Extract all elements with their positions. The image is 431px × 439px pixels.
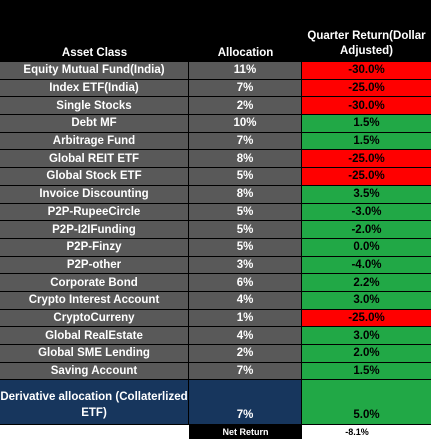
return-cell: -30.0% xyxy=(302,97,431,116)
return-cell: 1.5% xyxy=(302,115,431,133)
asset-name-cell: Saving Account xyxy=(0,362,189,381)
allocation-cell: 2% xyxy=(189,97,302,116)
asset-name-cell: P2P-other xyxy=(0,256,189,275)
net-return-label: Net Return xyxy=(189,425,302,439)
return-cell: 1.5% xyxy=(302,132,431,151)
table-row: P2P-other 3% -4.0% xyxy=(0,256,431,275)
return-cell: 2.0% xyxy=(302,345,431,363)
table-row: Index ETF(India) 7% -25.0% xyxy=(0,79,431,98)
asset-name-cell: Equity Mutual Fund(India) xyxy=(0,62,189,80)
asset-name-cell: P2P-Finzy xyxy=(0,238,189,257)
table-row: Saving Account 7% 1.5% xyxy=(0,362,431,381)
allocation-cell: 7% xyxy=(189,79,302,98)
asset-name-cell: P2P-RupeeCircle xyxy=(0,203,189,222)
allocation-cell: 5% xyxy=(189,221,302,239)
asset-name-cell: Corporate Bond xyxy=(0,274,189,292)
asset-name-cell: Global SME Lending xyxy=(0,345,189,363)
allocation-cell: 4% xyxy=(189,291,302,310)
net-return-value: -8.1% xyxy=(302,425,412,439)
table-row: CryptoCurreny 1% -25.0% xyxy=(0,309,431,328)
asset-name-cell: Arbitrage Fund xyxy=(0,132,189,151)
table-row: Corporate Bond 6% 2.2% xyxy=(0,274,431,292)
return-cell: 3.0% xyxy=(302,327,431,345)
allocation-cell: 11% xyxy=(189,62,302,80)
table-row: Single Stocks 2% -30.0% xyxy=(0,97,431,116)
asset-name-cell: Global REIT ETF xyxy=(0,150,189,169)
derivative-row: Derivative allocation (Collaterlized ETF… xyxy=(0,380,431,426)
allocation-cell: 1% xyxy=(189,309,302,328)
asset-name-cell: Debt MF xyxy=(0,115,189,133)
derivative-return: 5.0% xyxy=(302,380,431,426)
asset-name-cell: Global Stock ETF xyxy=(0,168,189,186)
header-allocation: Allocation xyxy=(189,0,302,62)
return-cell: 2.2% xyxy=(302,274,431,292)
header-quarter-return: Quarter Return(Dollar Adjusted) xyxy=(302,0,431,62)
table-row: Invoice Discounting 8% 3.5% xyxy=(0,185,431,204)
allocation-cell: 4% xyxy=(189,327,302,345)
allocation-cell: 10% xyxy=(189,115,302,133)
net-return-spacer xyxy=(0,425,189,439)
return-cell: -30.0% xyxy=(302,62,431,80)
allocation-cell: 7% xyxy=(189,362,302,381)
return-cell: -25.0% xyxy=(302,150,431,169)
allocation-cell: 5% xyxy=(189,238,302,257)
table-body: Equity Mutual Fund(India) 11% -30.0% Index … xyxy=(0,62,431,381)
allocation-cell: 6% xyxy=(189,274,302,292)
asset-name-cell: Single Stocks xyxy=(0,97,189,116)
return-cell: 0.0% xyxy=(302,238,431,257)
table-row: Arbitrage Fund 7% 1.5% xyxy=(0,132,431,151)
table-row: Global SME Lending 2% 2.0% xyxy=(0,345,431,363)
return-cell: -2.0% xyxy=(302,221,431,239)
return-cell: 1.5% xyxy=(302,362,431,381)
allocation-cell: 8% xyxy=(189,185,302,204)
return-cell: -3.0% xyxy=(302,203,431,222)
return-cell: -25.0% xyxy=(302,79,431,98)
asset-name-cell: P2P-I2IFunding xyxy=(0,221,189,239)
return-cell: -25.0% xyxy=(302,309,431,328)
return-cell: 3.5% xyxy=(302,185,431,204)
allocation-cell: 8% xyxy=(189,150,302,169)
return-cell: -25.0% xyxy=(302,168,431,186)
asset-name-cell: Global RealEstate xyxy=(0,327,189,345)
asset-name-cell: Index ETF(India) xyxy=(0,79,189,98)
allocation-cell: 3% xyxy=(189,256,302,275)
allocation-cell: 2% xyxy=(189,345,302,363)
asset-name-cell: Crypto Interest Account xyxy=(0,291,189,310)
allocation-cell: 5% xyxy=(189,203,302,222)
table-row: Global RealEstate 4% 3.0% xyxy=(0,327,431,345)
table-row: Global Stock ETF 5% -25.0% xyxy=(0,168,431,186)
derivative-allocation: 7% xyxy=(189,380,302,426)
asset-name-cell: Invoice Discounting xyxy=(0,185,189,204)
derivative-name: Derivative allocation (Collaterlized ETF… xyxy=(0,380,189,426)
net-return-row: Net Return -8.1% xyxy=(0,425,431,439)
table-row: Debt MF 10% 1.5% xyxy=(0,115,431,133)
allocation-cell: 7% xyxy=(189,132,302,151)
header-asset-class: Asset Class xyxy=(0,0,189,62)
return-cell: 3.0% xyxy=(302,291,431,310)
table-row: Global REIT ETF 8% -25.0% xyxy=(0,150,431,169)
return-cell: -4.0% xyxy=(302,256,431,275)
table-row: P2P-Finzy 5% 0.0% xyxy=(0,238,431,257)
allocation-cell: 5% xyxy=(189,168,302,186)
asset-name-cell: CryptoCurreny xyxy=(0,309,189,328)
table-row: P2P-RupeeCircle 5% -3.0% xyxy=(0,203,431,222)
table-row: Crypto Interest Account 4% 3.0% xyxy=(0,291,431,310)
table-header: Asset Class Allocation Quarter Return(Do… xyxy=(0,0,431,62)
table-row: Equity Mutual Fund(India) 11% -30.0% xyxy=(0,62,431,80)
table-row: P2P-I2IFunding 5% -2.0% xyxy=(0,221,431,239)
